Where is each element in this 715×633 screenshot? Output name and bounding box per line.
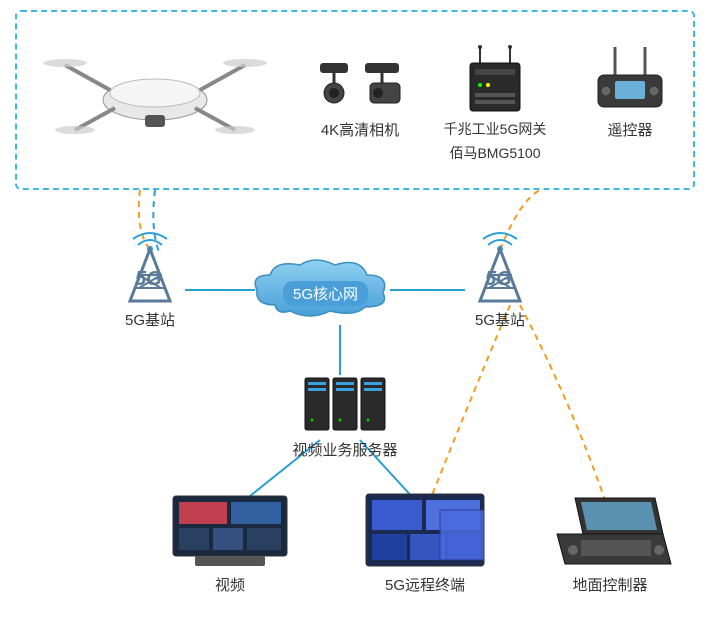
bs-left-node: 5G 5G基站 xyxy=(115,225,185,330)
ground-icon xyxy=(545,490,675,570)
video-icon xyxy=(165,490,295,570)
gateway-label-2: 佰马BMG5100 xyxy=(449,143,540,163)
terminal-node: 5G远程终端 xyxy=(360,490,490,595)
camera-icon xyxy=(310,55,410,115)
svg-text:5G: 5G xyxy=(135,268,162,290)
ground-node: 地面控制器 xyxy=(545,490,675,595)
camera-label: 4K高清相机 xyxy=(321,119,399,140)
bs-left-icon: 5G xyxy=(115,225,185,305)
bs-left-label: 5G基站 xyxy=(125,309,175,330)
cloud-label: 5G核心网 xyxy=(283,281,368,306)
terminal-icon xyxy=(360,490,490,570)
gateway-icon xyxy=(440,45,550,115)
remote-node: 遥控器 xyxy=(580,45,680,140)
svg-text:5G: 5G xyxy=(485,268,512,290)
cloud-node: 5G核心网 xyxy=(245,255,395,325)
server-label: 视频业务服务器 xyxy=(292,439,397,460)
video-node: 视频 xyxy=(165,490,295,595)
ground-label: 地面控制器 xyxy=(572,574,647,595)
remote-icon xyxy=(580,45,680,115)
gateway-node: 千兆工业5G网关 佰马BMG5100 xyxy=(440,45,550,163)
server-node: 视频业务服务器 xyxy=(290,370,400,460)
drone-node xyxy=(40,30,270,150)
terminal-label: 5G远程终端 xyxy=(385,574,465,595)
gateway-label-1: 千兆工业5G网关 xyxy=(444,119,547,139)
camera-node: 4K高清相机 xyxy=(310,55,410,140)
bs-right-icon: 5G xyxy=(465,225,535,305)
bs-right-node: 5G 5G基站 xyxy=(465,225,535,330)
bs-right-label: 5G基站 xyxy=(475,309,525,330)
video-label: 视频 xyxy=(215,574,245,595)
cloud-icon: 5G核心网 xyxy=(245,255,395,325)
server-icon xyxy=(290,370,400,435)
drone-icon xyxy=(40,30,270,150)
remote-label: 遥控器 xyxy=(607,119,652,140)
